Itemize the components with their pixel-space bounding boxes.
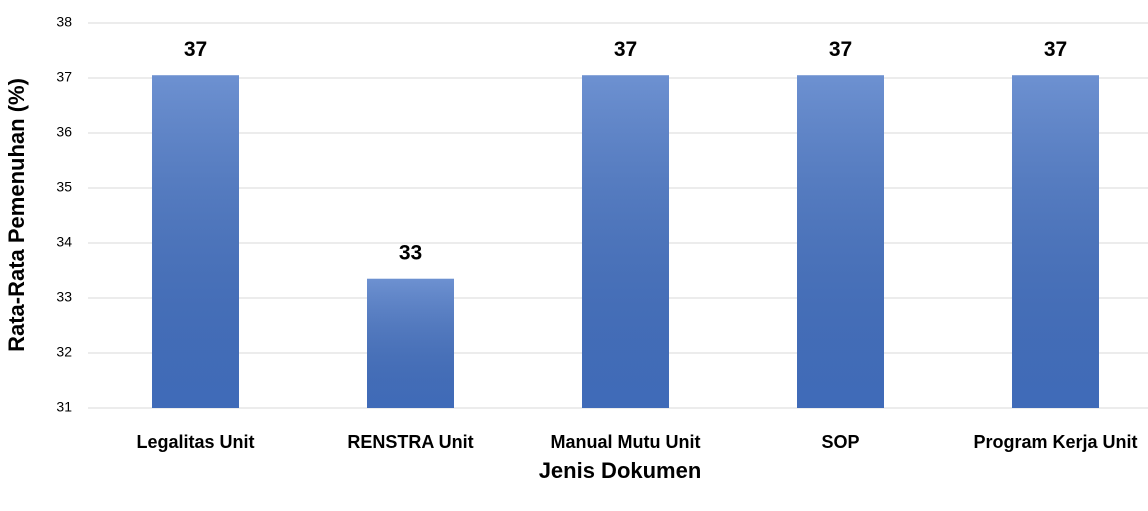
y-tick-label: 32 <box>56 344 72 360</box>
data-label: 37 <box>614 38 637 61</box>
y-tick-label: 37 <box>56 69 72 85</box>
y-tick-label: 31 <box>56 399 72 415</box>
y-axis-title: Rata-Rata Pemenuhan (%) <box>4 78 29 352</box>
bar-shading <box>797 75 884 408</box>
y-tick-label: 34 <box>56 234 72 250</box>
y-tick-label: 33 <box>56 289 72 305</box>
bar-shading <box>367 278 454 408</box>
y-tick-label: 36 <box>56 124 72 140</box>
x-tick-label: SOP <box>821 432 859 452</box>
x-tick-label: Program Kerja Unit <box>973 432 1137 452</box>
bar-shading <box>582 75 669 408</box>
y-tick-label: 35 <box>56 179 72 195</box>
x-tick-label: RENSTRA Unit <box>347 432 473 452</box>
data-label: 33 <box>399 241 422 264</box>
y-tick-label: 38 <box>56 14 72 30</box>
x-tick-label: Legalitas Unit <box>136 432 254 452</box>
bar-shading <box>1012 75 1099 408</box>
x-axis-title: Jenis Dokumen <box>539 458 702 483</box>
data-label: 37 <box>184 38 207 61</box>
x-tick-label: Manual Mutu Unit <box>551 432 701 452</box>
data-label: 37 <box>1044 38 1067 61</box>
data-label: 37 <box>829 38 852 61</box>
bar-shading <box>152 75 239 408</box>
